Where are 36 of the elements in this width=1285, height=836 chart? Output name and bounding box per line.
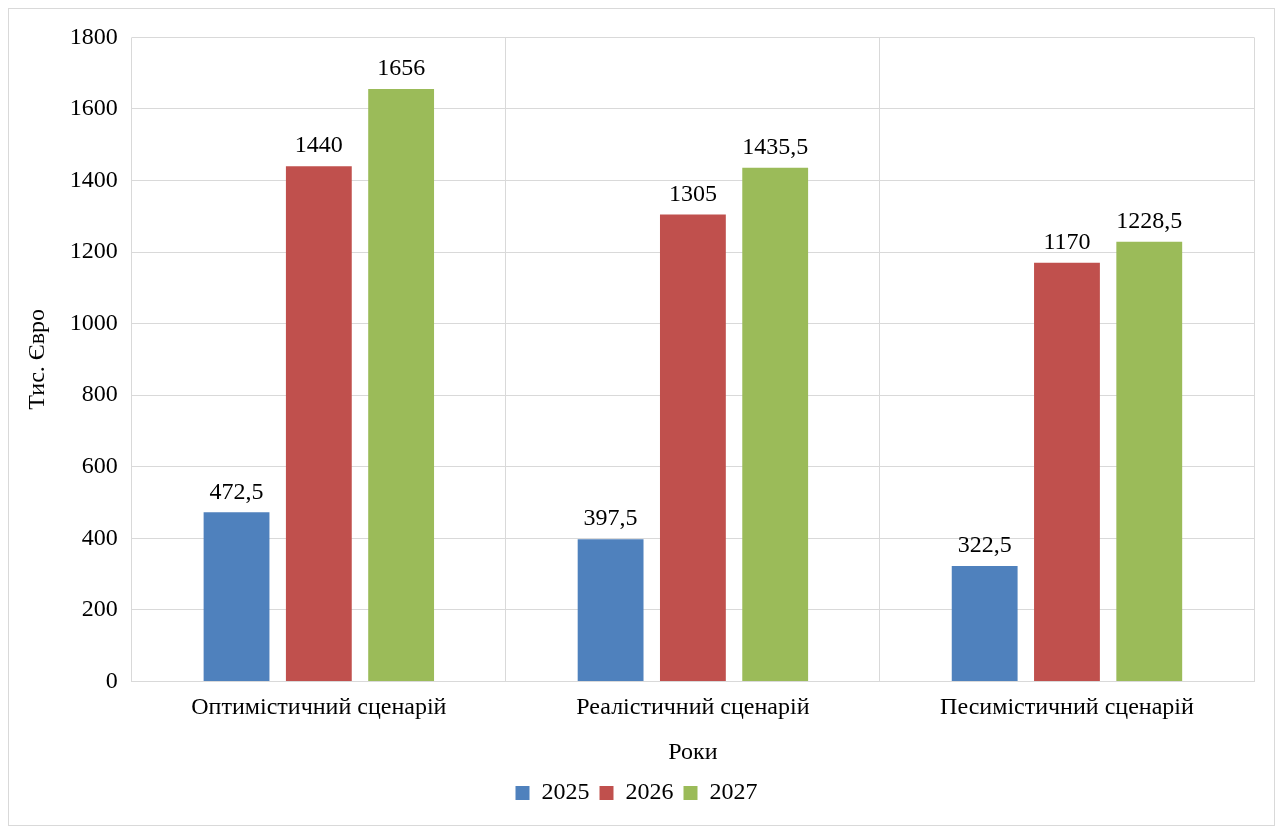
y-tick-label: 1600 [69, 94, 118, 121]
bar [368, 88, 435, 681]
data-label: 1228,5 [1116, 207, 1183, 234]
y-tick-label: 200 [81, 595, 118, 622]
y-axis-title: Тис. Євро [22, 309, 49, 410]
y-tick-label: 1400 [69, 165, 118, 192]
legend-label: 2026 [625, 778, 674, 805]
bar [1116, 241, 1183, 681]
y-tick-label: 800 [81, 380, 118, 407]
legend-label: 2027 [709, 778, 758, 805]
y-tick-label: 0 [105, 666, 118, 693]
data-label: 1435,5 [742, 133, 809, 160]
bar [659, 214, 726, 681]
data-label: 397,5 [583, 504, 638, 531]
y-tick-label: 1800 [69, 22, 118, 49]
y-tick-label: 400 [81, 523, 118, 550]
bar [577, 539, 644, 681]
y-tick-label: 1000 [69, 308, 118, 335]
data-label: 1170 [1043, 228, 1091, 255]
y-tick-label: 1200 [69, 237, 118, 264]
x-tick-label: Песимістичний сценарій [940, 693, 1194, 720]
bar [285, 166, 352, 681]
bar [742, 167, 809, 681]
bar [951, 566, 1018, 681]
data-label: 322,5 [957, 531, 1012, 558]
bar [203, 512, 270, 681]
x-axis-title: Роки [668, 737, 718, 764]
data-label: 1656 [377, 54, 426, 81]
data-label: 1305 [668, 179, 717, 206]
data-label: 472,5 [209, 477, 264, 504]
data-label: 1440 [294, 131, 343, 158]
x-tick-label: Реалістичний сценарій [576, 693, 810, 720]
bar [1034, 262, 1100, 681]
y-tick-label: 600 [81, 452, 118, 479]
legend-label: 2025 [541, 778, 590, 805]
x-tick-label: Оптимістичний сценарій [191, 693, 447, 720]
